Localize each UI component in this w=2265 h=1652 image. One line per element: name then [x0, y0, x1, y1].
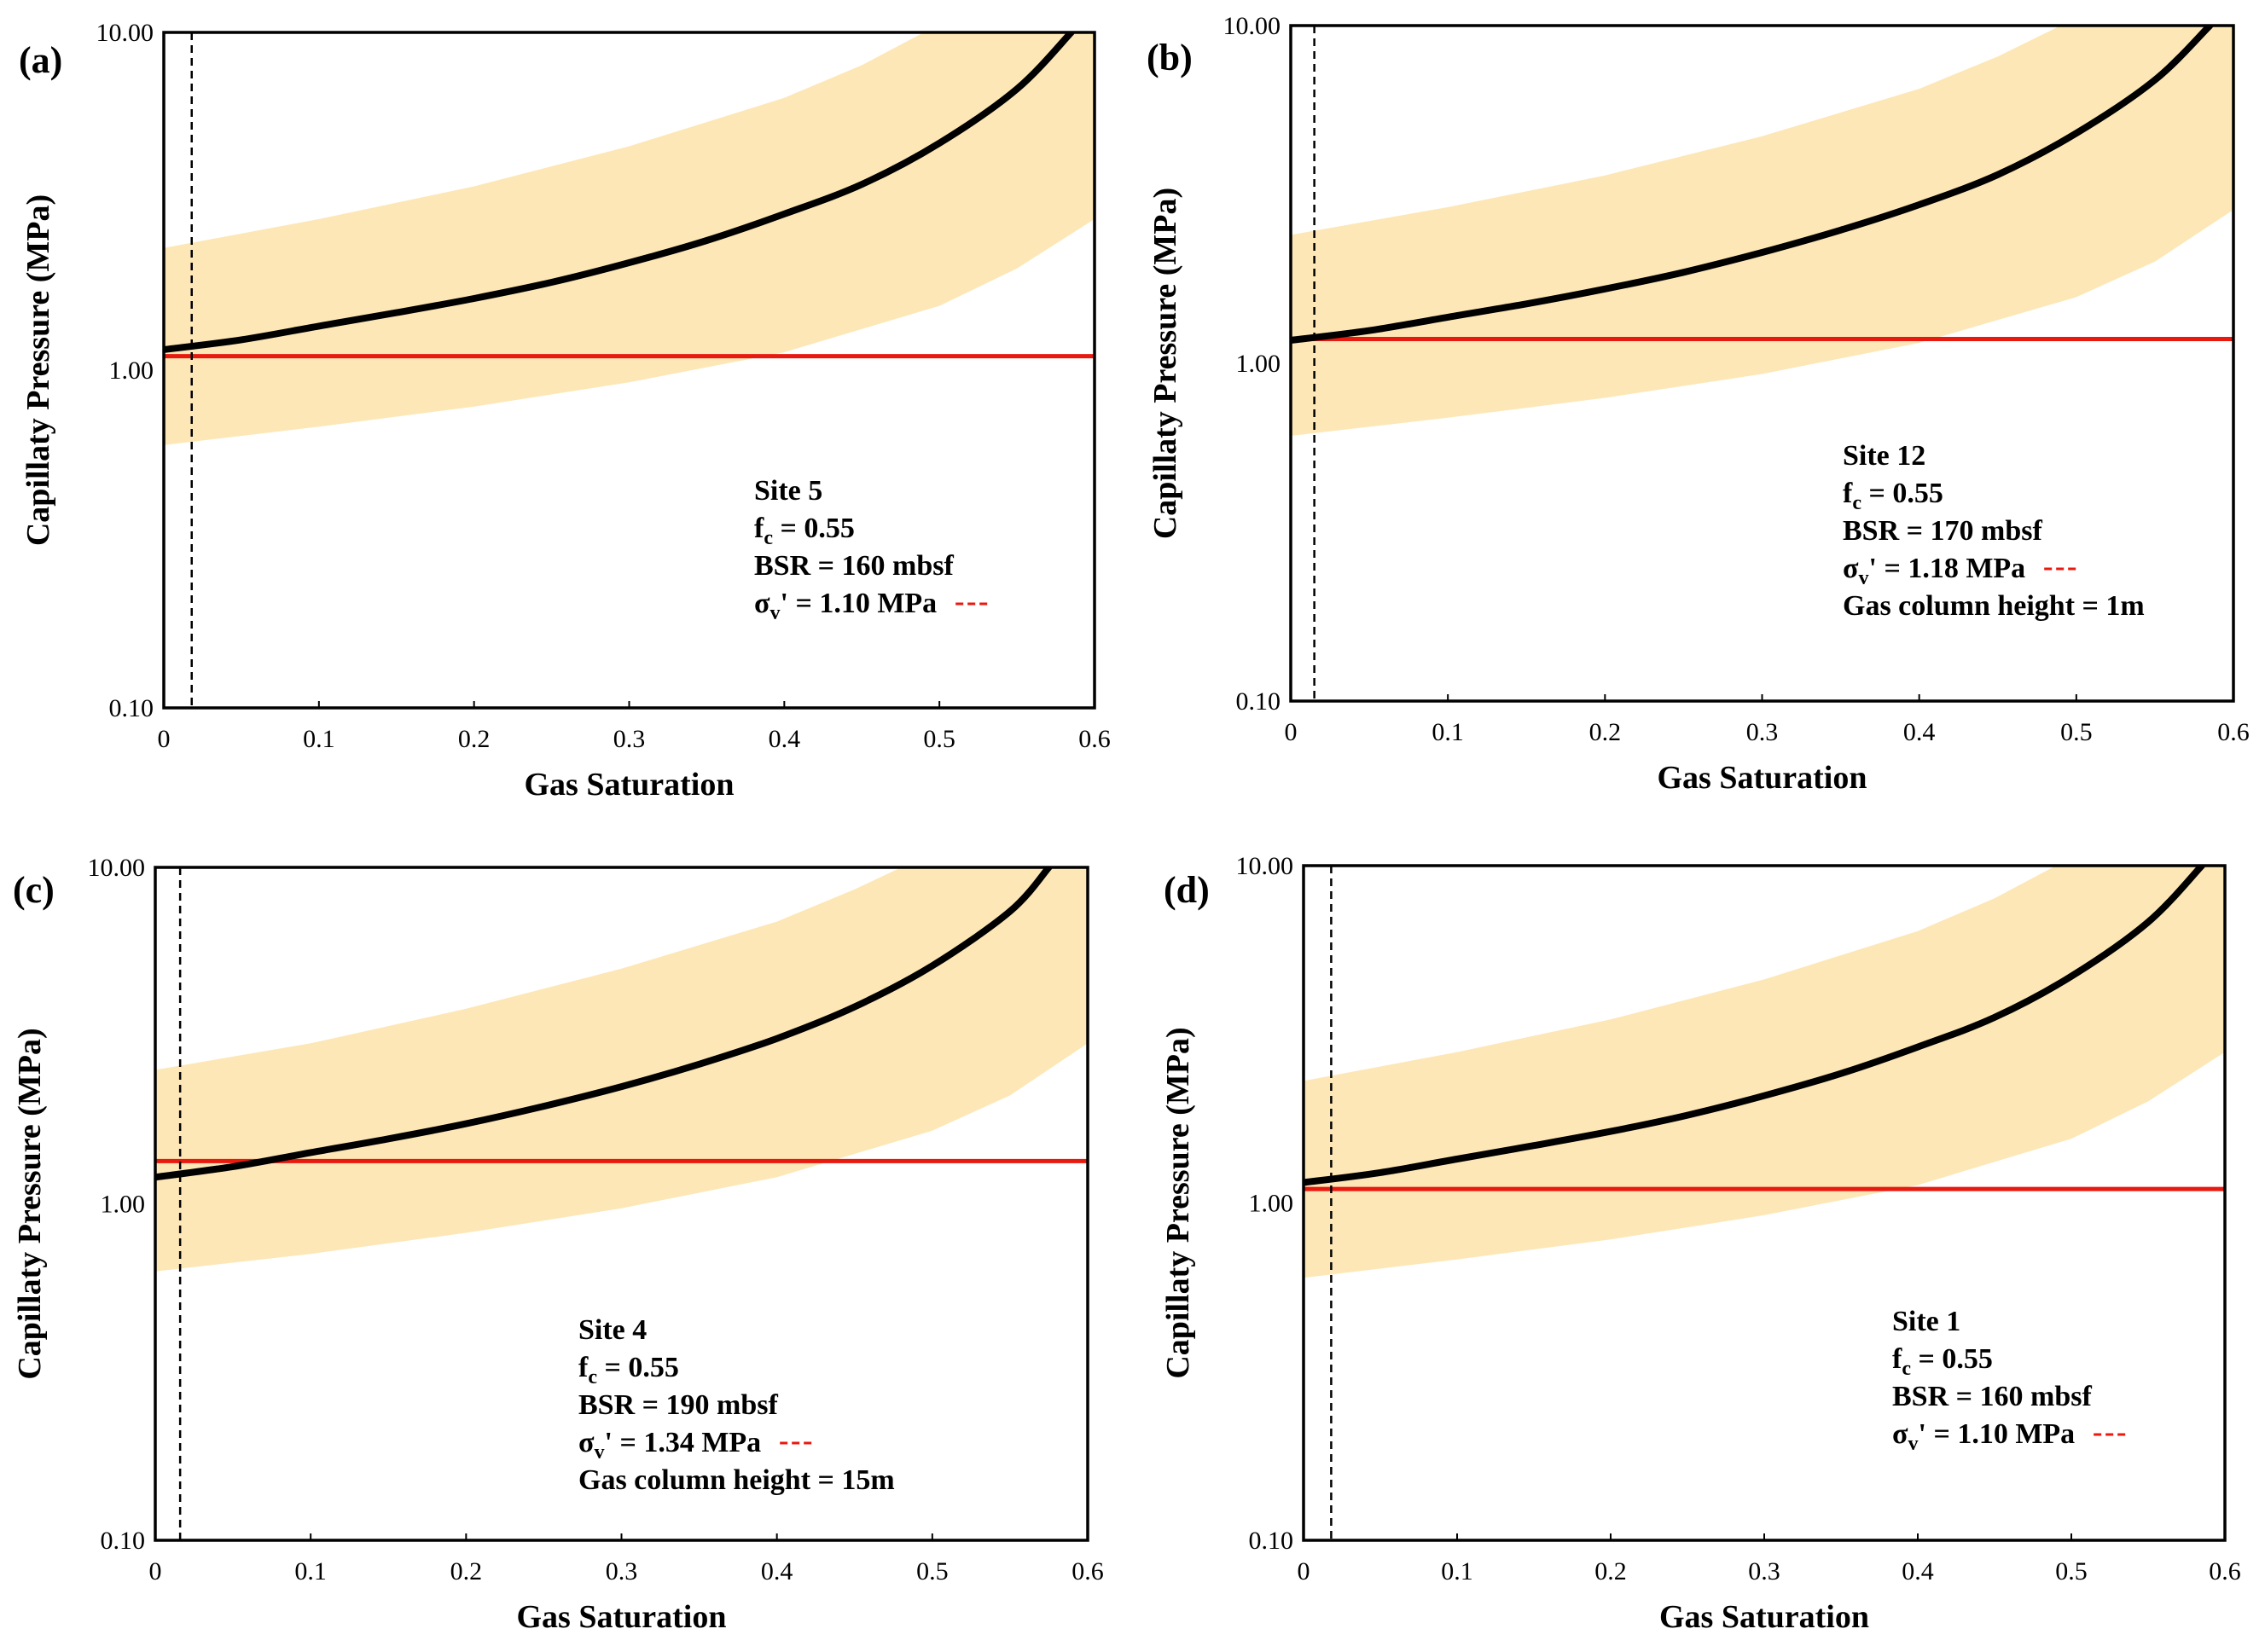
x-tick-label: 0.1	[1432, 718, 1464, 746]
x-tick-label: 0	[1298, 1557, 1310, 1585]
x-tick-label: 0.4	[761, 1557, 793, 1585]
chart-panel-b: 0 0.1 0.2 0.3 0.4 0.5 0.6 0.10 1.00 10.00 Gas Satu…	[1147, 12, 2250, 796]
annotation-line: σv' = 1.34 MPa	[578, 1427, 761, 1464]
panel-label: (b)	[1147, 37, 1193, 78]
annotation-line: σv' = 1.10 MPa	[1892, 1418, 2075, 1455]
x-tick-label: 0.4	[769, 725, 801, 753]
annotation-line: fc = 0.55	[1892, 1343, 1993, 1380]
x-axis-label: Gas Saturation	[517, 1599, 727, 1635]
chart-panel-d: 0 0.1 0.2 0.3 0.4 0.5 0.6 0.10 1.00 10.00 Gas Satu…	[1160, 852, 2241, 1635]
x-tick-label: 0.2	[1594, 1557, 1627, 1585]
uncertainty-band	[1304, 866, 2225, 1278]
x-tick-label: 0.5	[2060, 718, 2093, 746]
x-tick-label: 0.4	[1902, 1557, 1934, 1585]
y-tick-label: 10.00	[96, 19, 154, 47]
y-tick-label: 1.00	[101, 1191, 146, 1219]
x-tick-label: 0	[149, 1557, 162, 1585]
annotation-line: fc = 0.55	[754, 513, 855, 549]
capillary-pressure-curve	[164, 32, 1075, 353]
y-axis-label: Capillaty Pressure (MPa)	[20, 194, 56, 546]
y-axis-label: Capillaty Pressure (MPa)	[12, 1028, 48, 1379]
y-tick-label: 1.00	[109, 356, 154, 385]
capillary-pressure-curve	[1304, 866, 2205, 1186]
x-tick-label: 0.1	[303, 725, 335, 753]
x-tick-label: 0.5	[916, 1557, 949, 1585]
y-tick-label: 0.10	[101, 1527, 146, 1555]
x-tick-label: 0.1	[1441, 1557, 1473, 1585]
annotation-line: Site 4	[578, 1314, 647, 1346]
x-tick-label: 0.3	[613, 725, 646, 753]
annotation-line: BSR = 160 mbsf	[1892, 1381, 2092, 1412]
chart-panel-a: 0 0.1 0.2 0.3 0.4 0.5 0.6 0.10 1.00 10.00 Gas Satu…	[19, 19, 1111, 803]
x-tick-label: 0	[1285, 718, 1298, 746]
annotation-line: BSR = 170 mbsf	[1843, 515, 2042, 547]
capillary-pressure-curve	[1291, 26, 2214, 344]
annotation-line: BSR = 160 mbsf	[754, 550, 954, 582]
panel-label: (a)	[19, 39, 62, 81]
x-tick-label: 0.5	[923, 725, 955, 753]
x-tick-label: 0.1	[294, 1557, 327, 1585]
annotation-line: σv' = 1.10 MPa	[754, 588, 937, 624]
uncertainty-band	[1291, 26, 2233, 436]
uncertainty-band	[164, 32, 1095, 445]
panel-label: (c)	[13, 869, 55, 911]
panel-label: (d)	[1164, 869, 1210, 911]
x-tick-label: 0.2	[450, 1557, 483, 1585]
x-tick-label: 0.3	[1746, 718, 1779, 746]
y-tick-label: 10.00	[1223, 12, 1281, 40]
y-tick-label: 1.00	[1249, 1190, 1294, 1218]
annotation-line: Gas column height = 15m	[578, 1464, 895, 1496]
y-tick-label: 0.10	[1249, 1527, 1294, 1555]
x-tick-label: 0.6	[2217, 718, 2250, 746]
capillary-pressure-curve	[155, 867, 1053, 1181]
y-axis-label: Capillaty Pressure (MPa)	[1147, 188, 1183, 539]
y-tick-label: 10.00	[1236, 852, 1294, 880]
x-tick-label: 0.5	[2055, 1557, 2088, 1585]
annotation-line: σv' = 1.18 MPa	[1843, 553, 2025, 589]
y-tick-label: 1.00	[1236, 350, 1281, 378]
x-tick-label: 0.6	[1078, 725, 1111, 753]
x-tick-label: 0.4	[1903, 718, 1936, 746]
annotation-line: fc = 0.55	[1843, 478, 1943, 514]
x-tick-label: 0	[158, 725, 171, 753]
x-tick-label: 0.2	[1589, 718, 1622, 746]
x-tick-label: 0.6	[2209, 1557, 2241, 1585]
uncertainty-band	[155, 867, 1088, 1272]
y-tick-label: 10.00	[88, 854, 146, 882]
x-tick-label: 0.3	[1748, 1557, 1780, 1585]
chart-panel-c: 0 0.1 0.2 0.3 0.4 0.5 0.6 0.10 1.00 10.00 Gas Satu…	[12, 854, 1104, 1635]
x-tick-label: 0.3	[606, 1557, 638, 1585]
annotation-line: BSR = 190 mbsf	[578, 1389, 778, 1421]
y-tick-label: 0.10	[109, 694, 154, 722]
annotation-line: Site 1	[1892, 1306, 1960, 1337]
y-axis-label: Capillaty Pressure (MPa)	[1160, 1027, 1196, 1378]
annotation-line: Gas column height = 1m	[1843, 590, 2145, 622]
annotation-line: Site 5	[754, 475, 822, 507]
x-axis-label: Gas Saturation	[1659, 1599, 1869, 1635]
x-axis-label: Gas Saturation	[525, 767, 735, 803]
y-tick-label: 0.10	[1236, 687, 1281, 716]
x-tick-label: 0.2	[458, 725, 491, 753]
annotation-line: fc = 0.55	[578, 1352, 679, 1388]
x-axis-label: Gas Saturation	[1658, 760, 1867, 796]
x-tick-label: 0.6	[1072, 1557, 1104, 1585]
annotation-line: Site 12	[1843, 440, 1925, 472]
